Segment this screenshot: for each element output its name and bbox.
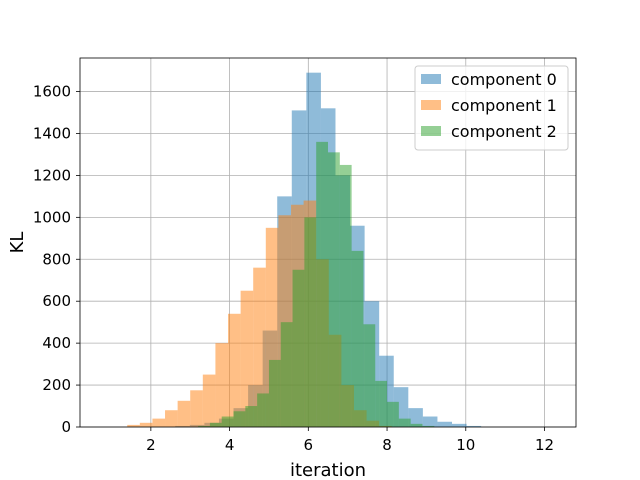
x-axis-label: iteration <box>290 460 366 480</box>
histogram-bar <box>228 313 241 427</box>
histogram-bar <box>198 425 210 427</box>
histogram-bar <box>245 406 258 427</box>
histogram-bar <box>387 401 399 427</box>
histogram-bar <box>408 408 423 427</box>
histogram-bar <box>221 416 234 427</box>
legend-label: component 1 <box>451 96 557 115</box>
y-tick-label: 800 <box>42 250 71 268</box>
histogram-bar <box>202 374 216 427</box>
histogram-bar <box>280 322 293 427</box>
x-tick-label: 8 <box>382 436 392 454</box>
histogram-bar <box>292 269 305 427</box>
histogram-bar <box>375 380 388 427</box>
y-tick-label: 200 <box>42 376 71 394</box>
legend-swatch <box>421 126 441 136</box>
legend-swatch <box>421 100 441 110</box>
histogram-bar <box>152 418 166 427</box>
histogram-bar <box>339 164 352 427</box>
histogram-bar <box>328 152 340 427</box>
histogram-bar <box>233 411 246 427</box>
histogram-bar <box>209 422 222 427</box>
histogram-bar <box>139 422 153 427</box>
histogram-bar <box>452 423 467 427</box>
histogram-bar <box>240 290 254 427</box>
bars <box>127 72 482 428</box>
histogram-bar <box>127 424 140 427</box>
histogram-bar <box>316 141 328 427</box>
histogram-bar <box>253 267 266 427</box>
y-tick-label: 600 <box>42 292 71 310</box>
histogram-bar <box>422 425 435 427</box>
x-tick-label: 12 <box>535 436 554 454</box>
histogram-bar <box>466 425 482 427</box>
y-tick-label: 1600 <box>33 83 71 101</box>
histogram-bar <box>437 421 452 427</box>
legend-box <box>414 65 569 151</box>
histogram-bar <box>410 423 423 427</box>
histogram-bar <box>190 390 203 427</box>
histogram-bar <box>422 416 438 427</box>
legend-swatch <box>421 74 441 84</box>
histogram-bar <box>398 418 411 427</box>
y-tick-label: 1000 <box>33 208 71 226</box>
y-tick-label: 0 <box>61 418 71 436</box>
legend-label: component 2 <box>451 122 557 141</box>
x-tick-label: 2 <box>146 436 156 454</box>
legend: component 0 component 1 component 2 <box>414 65 569 151</box>
y-tick-label: 1400 <box>33 124 71 142</box>
y-tick-label: 400 <box>42 334 71 352</box>
histogram-bar <box>268 359 281 427</box>
histogram-bar <box>165 410 178 427</box>
histogram-bar <box>257 393 269 427</box>
histogram-bar <box>177 400 191 427</box>
x-tick-label: 6 <box>304 436 314 454</box>
legend-label: component 0 <box>451 70 557 89</box>
y-axis-label: KL <box>7 232 28 254</box>
y-tick-label: 1200 <box>33 166 71 184</box>
axis-ticks: 2 4 6 8 10 12 0 200 400 600 800 1000 1200 1400 1600 <box>33 83 554 454</box>
histogram-bar <box>304 217 317 427</box>
histogram-bar <box>363 324 376 427</box>
x-tick-label: 10 <box>456 436 475 454</box>
x-tick-label: 4 <box>225 436 235 454</box>
series-2 <box>198 141 435 427</box>
histogram-bar <box>215 343 229 427</box>
histogram-bar <box>351 250 364 427</box>
plot-frame <box>79 57 577 428</box>
